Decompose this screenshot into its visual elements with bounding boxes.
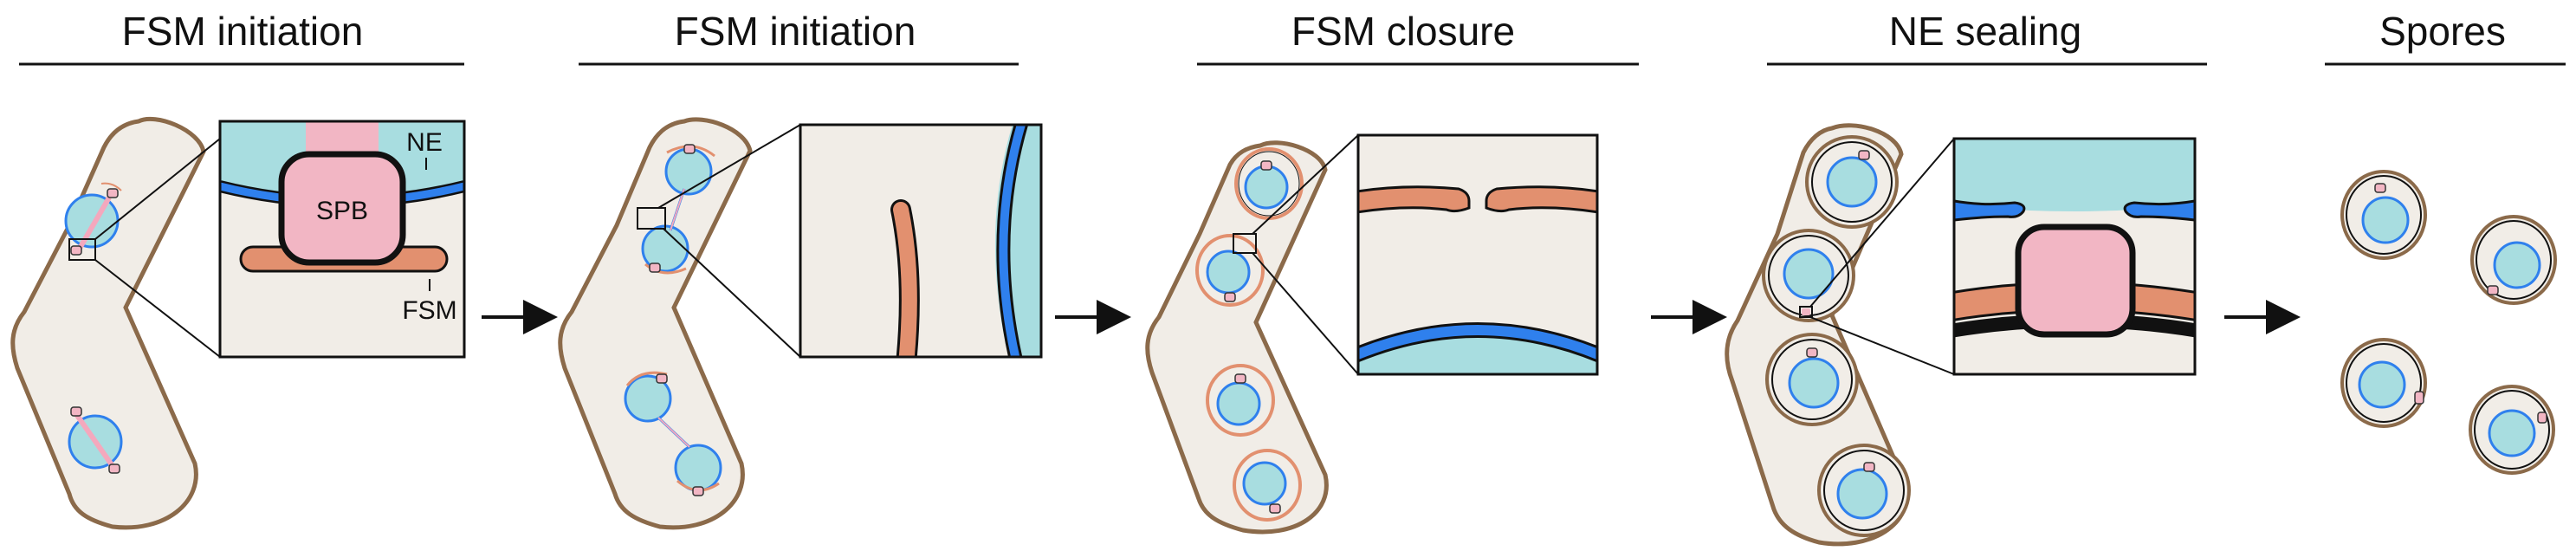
stage-3-ascus [1145, 134, 1359, 535]
stage-1-ascus [10, 116, 221, 530]
ascus-cell [558, 117, 753, 530]
inset-2-fsm-initiation [799, 123, 1043, 359]
spb-label: SPB [316, 197, 368, 225]
inset-3-fsm-closure [1356, 133, 1599, 376]
nucleus-pair-lower [624, 371, 722, 496]
nucleus-lower [68, 406, 123, 474]
prospore-4 [1233, 449, 1302, 522]
stage-2-ascus [558, 117, 801, 530]
prospore-3 [1206, 364, 1275, 437]
stage-4-ascus [1725, 123, 1955, 547]
spore-4-1 [1805, 135, 1899, 229]
inset-1-spb: SPB NE FSM [218, 120, 466, 359]
prospore-2 [1195, 233, 1265, 307]
spore-4-4 [1817, 444, 1911, 537]
stage-title-4: NE sealing [1767, 9, 2207, 66]
stage-title-5-text: Spores [2379, 9, 2506, 54]
spore-4-3 [1765, 333, 1859, 426]
spore-5-4 [2469, 385, 2555, 475]
stage-title-1-text: FSM initiation [122, 9, 364, 54]
inset-4-ne-sealing [1952, 137, 2197, 376]
stage-5-spores [2340, 170, 2557, 475]
spore-4-2 [1762, 229, 1855, 322]
stage-title-3: FSM closure [1197, 9, 1639, 66]
stage-title-2: FSM initiation [579, 9, 1019, 66]
spore-5-1 [2340, 170, 2427, 260]
spb-body [278, 151, 406, 266]
spore-5-3 [2340, 338, 2427, 428]
stage-title-5: Spores [2325, 9, 2566, 66]
ascus-cell [10, 116, 206, 530]
spore-5-2 [2470, 215, 2557, 305]
stage-title-2-text: FSM initiation [675, 9, 916, 54]
prospore-1 [1234, 147, 1304, 220]
ne-label: NE [406, 128, 443, 157]
stage-title-1: FSM initiation [19, 9, 464, 66]
spb-body-sealed [2015, 224, 2136, 338]
stage-title-4-text: NE sealing [1889, 9, 2081, 54]
stage-title-3-text: FSM closure [1291, 9, 1515, 54]
fsm-label: FSM [402, 296, 456, 325]
